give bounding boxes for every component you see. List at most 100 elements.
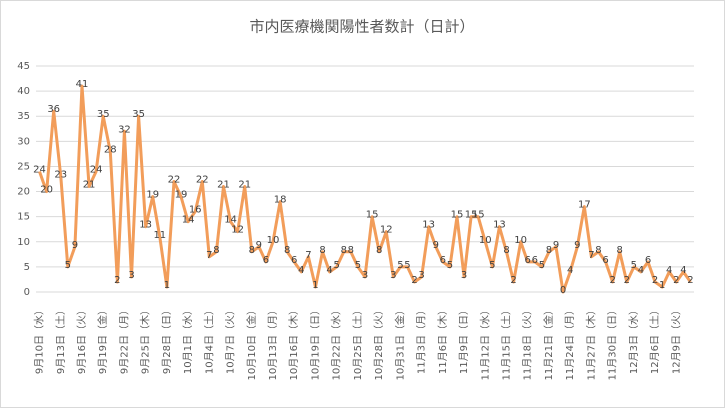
data-label: 2 — [510, 275, 516, 286]
data-label: 4 — [638, 265, 644, 276]
x-tick-label: 10月28日（火） — [373, 305, 385, 380]
data-label: 15 — [472, 210, 485, 221]
data-label: 8 — [546, 245, 552, 256]
data-label: 6 — [602, 255, 608, 266]
y-tick-label: 15 — [17, 212, 30, 223]
data-label: 4 — [680, 265, 686, 276]
data-label: 22 — [196, 175, 209, 186]
data-label: 3 — [418, 270, 424, 281]
x-tick-label: 10月22日（水） — [331, 305, 343, 380]
data-label: 8 — [617, 245, 623, 256]
chart-title: 市内医療機関陽性者数計（日計） — [249, 18, 474, 36]
data-label: 19 — [175, 190, 188, 201]
data-label: 7 — [588, 250, 594, 261]
data-label: 2 — [652, 275, 658, 286]
data-label: 6 — [291, 255, 297, 266]
data-label: 7 — [206, 250, 212, 261]
data-label: 5 — [631, 260, 637, 271]
data-label: 8 — [376, 245, 382, 256]
data-label: 23 — [54, 169, 67, 180]
data-label: 4 — [298, 265, 304, 276]
data-label: 3 — [128, 270, 134, 281]
x-tick-label: 11月12日（水） — [479, 305, 491, 380]
data-label: 4 — [326, 265, 332, 276]
x-tick-label: 10月13日（月） — [267, 305, 279, 380]
data-label: 4 — [666, 265, 672, 276]
data-label: 24 — [33, 164, 46, 175]
data-label: 6 — [263, 255, 269, 266]
data-label: 6 — [525, 255, 531, 266]
data-label: 11 — [153, 230, 166, 241]
data-label: 13 — [493, 220, 506, 231]
data-label: 36 — [47, 104, 60, 115]
data-label: 10 — [479, 235, 492, 246]
data-label: 18 — [274, 195, 287, 206]
x-tick-label: 10月1日（水） — [182, 305, 194, 374]
data-label: 1 — [164, 280, 170, 291]
data-label: 5 — [397, 260, 403, 271]
line-series — [38, 84, 692, 294]
data-label: 8 — [249, 245, 255, 256]
x-tick-label: 9月28日（日） — [161, 305, 173, 374]
y-tick-label: 30 — [17, 136, 30, 147]
data-label: 3 — [461, 270, 467, 281]
data-label: 4 — [567, 265, 573, 276]
x-tick-label: 9月25日（木） — [140, 305, 152, 374]
data-label: 5 — [489, 260, 495, 271]
data-label: 1 — [312, 280, 318, 291]
x-tick-label: 10月16日（木） — [288, 305, 300, 380]
x-tick-label: 9月19日（金） — [96, 305, 109, 374]
x-tick-label: 10月31日（金） — [393, 305, 406, 380]
data-label: 10 — [267, 235, 280, 246]
data-label: 8 — [348, 245, 354, 256]
data-label: 15 — [451, 210, 464, 221]
data-label: 41 — [76, 79, 89, 90]
x-tick-label: 11月18日（火） — [522, 305, 534, 380]
x-tick-label: 11月6日（木） — [437, 305, 449, 374]
data-label: 5 — [447, 260, 453, 271]
data-label: 20 — [40, 185, 53, 196]
data-label: 17 — [578, 200, 591, 211]
data-label: 8 — [319, 245, 325, 256]
data-label: 6 — [532, 255, 538, 266]
data-label: 24 — [90, 164, 103, 175]
data-label: 21 — [83, 180, 96, 191]
y-tick-label: 5 — [24, 262, 30, 273]
x-tick-label: 12月9日（火） — [670, 305, 682, 374]
data-label: 7 — [305, 250, 311, 261]
data-label: 5 — [65, 260, 71, 271]
x-tick-label: 10月4日（土） — [202, 305, 215, 374]
data-label: 12 — [231, 225, 244, 236]
x-tick-label: 12月6日（土） — [648, 305, 661, 374]
x-tick-label: 11月24日（月） — [564, 305, 576, 380]
data-label: 2 — [624, 275, 630, 286]
y-tick-label: 25 — [17, 161, 30, 172]
data-label: 9 — [553, 240, 559, 251]
data-label: 3 — [390, 270, 396, 281]
x-tick-label: 9月10日（水） — [34, 305, 46, 374]
data-label: 9 — [574, 240, 580, 251]
data-label: 8 — [595, 245, 601, 256]
x-tick-label: 10月7日（火） — [225, 305, 237, 374]
data-label: 22 — [168, 175, 181, 186]
x-tick-label: 10月25日（土） — [351, 305, 364, 380]
x-tick-label: 10月19日（日） — [309, 305, 321, 380]
data-label: 35 — [97, 109, 110, 120]
data-label: 14 — [182, 215, 195, 226]
data-label: 2 — [673, 275, 679, 286]
data-label: 16 — [189, 205, 202, 216]
data-label: 8 — [284, 245, 290, 256]
data-label: 35 — [132, 109, 145, 120]
data-label: 9 — [433, 240, 439, 251]
x-tick-label: 11月15日（土） — [500, 305, 513, 380]
x-tick-label: 11月27日（木） — [585, 305, 597, 380]
data-label: 0 — [560, 285, 566, 296]
x-tick-label: 12月3日（水） — [628, 305, 640, 374]
data-label: 6 — [645, 255, 651, 266]
x-tick-label: 9月22日（月） — [118, 305, 130, 374]
data-label: 6 — [440, 255, 446, 266]
data-label: 9 — [256, 240, 262, 251]
y-tick-label: 40 — [17, 86, 30, 97]
data-label: 5 — [355, 260, 361, 271]
